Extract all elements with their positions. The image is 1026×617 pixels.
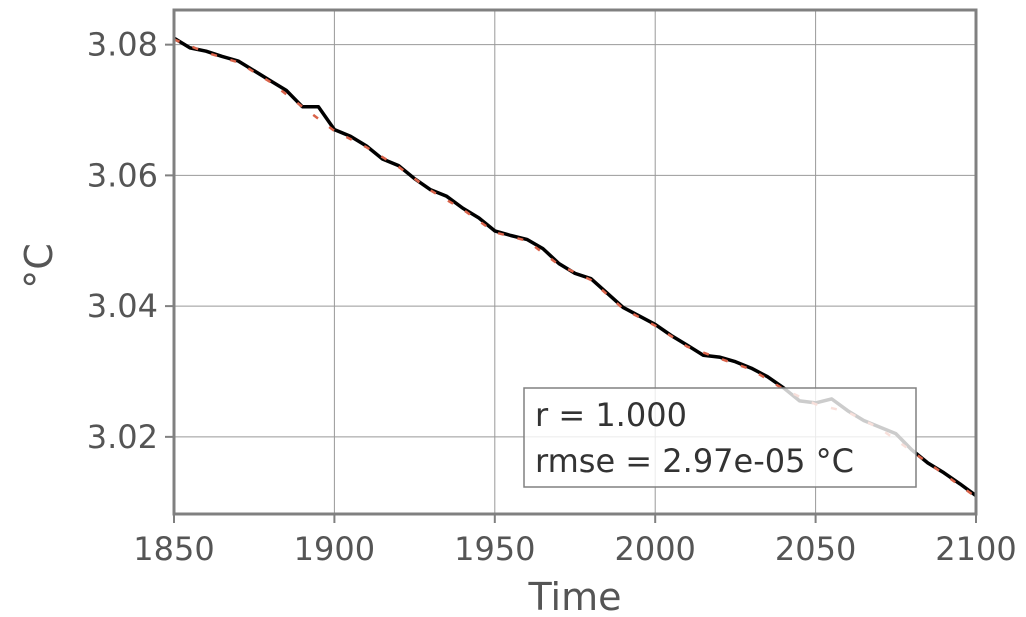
x-tick-label: 1850 (133, 530, 214, 568)
x-axis-label: Time (528, 575, 622, 617)
y-tick-label: 3.02 (87, 418, 158, 456)
y-tick-label: 3.08 (87, 26, 158, 64)
plot-frame (172, 8, 978, 516)
stats-correlation: r = 1.000 (535, 396, 687, 434)
y-axis-label: °C (17, 243, 61, 289)
stats-box-frame (523, 387, 917, 488)
stats-box: r = 1.000 rmse = 2.97e-05 °C (523, 387, 917, 488)
x-ticks: 1850 1900 1950 2000 2050 2100 (133, 514, 1017, 568)
y-tick-label: 3.04 (87, 287, 158, 325)
x-tick-label: 2100 (935, 530, 1016, 568)
x-tick-label: 2000 (614, 530, 695, 568)
x-tick-label: 2050 (775, 530, 856, 568)
x-tick-label: 1900 (294, 530, 375, 568)
stats-rmse: rmse = 2.97e-05 °C (535, 442, 854, 480)
y-tick-label: 3.06 (87, 156, 158, 194)
y-ticks: 3.02 3.04 3.06 3.08 (87, 26, 174, 456)
x-tick-label: 1950 (454, 530, 535, 568)
